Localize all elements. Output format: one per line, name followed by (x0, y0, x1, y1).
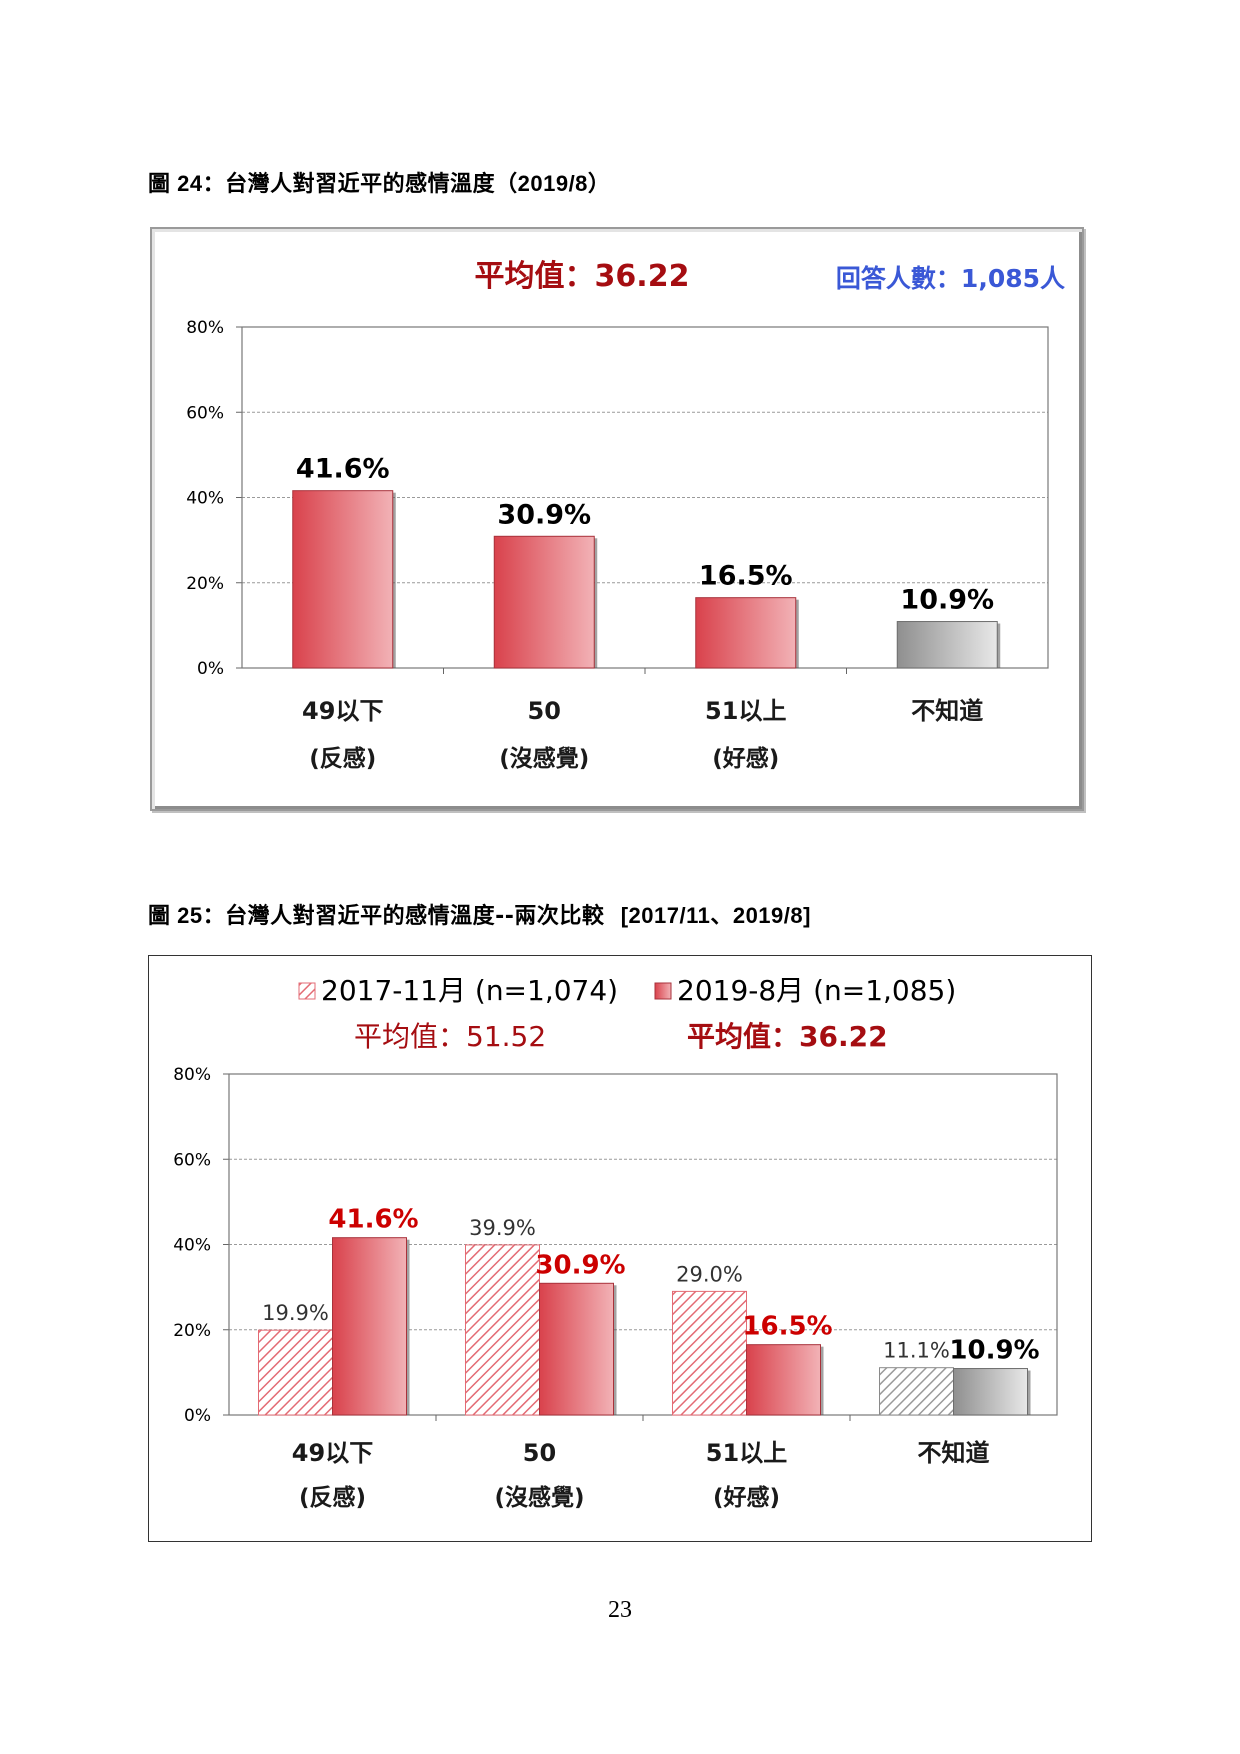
chart-24-category-label: 不知道 (911, 697, 983, 725)
chart-25-ytick-label: 0% (184, 1406, 211, 1426)
chart-24-value-label: 10.9% (900, 585, 994, 616)
chart-24-ytick-label: 20% (186, 574, 224, 594)
chart-25-value-label-2017: 11.1% (883, 1339, 950, 1363)
chart-24-ytick-label: 0% (197, 659, 224, 679)
legend-swatch-2019 (654, 982, 672, 1000)
chart-25-ytick-label: 40% (173, 1236, 211, 1256)
figure-24-title-date: 2019/8 (517, 171, 588, 196)
chart-25-bar-2019 (539, 1282, 614, 1416)
chart-25-bar-2019 (953, 1368, 1028, 1416)
chart-24-category-sublabel: (好感) (712, 745, 779, 772)
chart-24-respondents-label: 回答人數：1,085人 (836, 264, 1065, 293)
chart-25-bar-2017 (879, 1367, 954, 1416)
chart-25: 2017-11月 (n=1,074) 2019-8月 (n=1,085) 平均值：5… (148, 955, 1092, 1542)
chart-25-category-label: 不知道 (918, 1439, 990, 1467)
chart-24-ytick-label: 40% (186, 489, 224, 509)
chart-25-value-label-2017: 39.9% (469, 1216, 536, 1240)
chart-25-svg: 2017-11月 (n=1,074) 2019-8月 (n=1,085) 平均值：5… (173, 974, 1058, 1511)
chart-25-ytick-label: 60% (173, 1150, 211, 1170)
figure-24-label: 圖 24 (148, 171, 203, 196)
chart-25-category-label: 49以下 (292, 1439, 373, 1467)
chart-25-ytick-label: 80% (173, 1065, 211, 1085)
chart-24-category-label: 51以上 (705, 697, 786, 725)
chart-24-ytick-label: 60% (186, 403, 224, 423)
chart-24-bar (292, 490, 394, 669)
chart-24-category-label: 50 (528, 697, 561, 725)
chart-24: 平均值：36.22 回答人數：1,085人 0% 20% 40% 60% 80% 41.6% 3… (150, 227, 1084, 811)
chart-25-value-label-2017: 19.9% (262, 1301, 329, 1325)
chart-25-value-label-2019: 16.5% (742, 1312, 832, 1342)
legend-swatch-2017 (298, 982, 316, 1000)
figure-25-label: 圖 25 (148, 903, 203, 928)
chart-25-bar-2017 (465, 1244, 540, 1416)
chart-25-bar-2017 (258, 1329, 333, 1416)
chart-25-average-2019: 平均值：36.22 (687, 1020, 888, 1053)
chart-24-bar (896, 621, 998, 669)
chart-24-ytick-label: 80% (186, 318, 224, 338)
figure-24-title-text: 台灣人對習近平的感情溫度（ (225, 172, 518, 197)
page-number: 23 (608, 1597, 632, 1623)
chart-24-value-label: 41.6% (296, 454, 390, 485)
figure-24-title: 圖 24：台灣人對習近平的感情溫度（2019/8） (148, 171, 611, 197)
chart-24-category-sublabel: (沒感覺) (499, 745, 589, 772)
chart-24-average-label: 平均值：36.22 (475, 259, 690, 294)
figure-24-title-close: ） (587, 172, 611, 197)
chart-25-category-sublabel: (好感) (713, 1484, 780, 1511)
chart-25-value-label-2019: 10.9% (949, 1336, 1039, 1366)
legend-label-2019: 2019-8月 (n=1,085) (677, 974, 956, 1007)
chart-24-bar (695, 597, 797, 669)
chart-24-value-label: 30.9% (497, 499, 591, 530)
chart-24-category-label: 49以下 (302, 697, 383, 725)
chart-25-value-label-2019: 30.9% (535, 1250, 625, 1280)
legend-label-2017: 2017-11月 (n=1,074) (321, 974, 618, 1007)
chart-25-ytick-label: 20% (173, 1321, 211, 1341)
chart-24-svg: 平均值：36.22 回答人數：1,085人 0% 20% 40% 60% 80% 41.6% 3… (186, 259, 1065, 772)
chart-25-average-2017: 平均值：51.52 (354, 1020, 546, 1053)
chart-25-category-label: 51以上 (706, 1439, 787, 1467)
figure-25-title-dates: [2017/11、2019/8] (620, 903, 811, 928)
figure-25-title: 圖 25：台灣人對習近平的感情溫度--兩次比較 [2017/11、2019/8] (148, 903, 811, 929)
chart-25-value-label-2017: 29.0% (676, 1262, 743, 1286)
chart-25-value-label-2019: 41.6% (328, 1205, 418, 1235)
chart-25-category-sublabel: (沒感覺) (494, 1484, 584, 1511)
chart-25-bar-2019 (332, 1237, 407, 1416)
chart-24-category-sublabel: (反感) (309, 745, 376, 772)
chart-24-value-label: 16.5% (699, 561, 793, 592)
chart-24-bar (493, 535, 595, 669)
figure-25-title-text: 台灣人對習近平的感情溫度--兩次比較 (225, 904, 605, 929)
chart-25-category-label: 50 (523, 1439, 556, 1467)
chart-25-category-sublabel: (反感) (299, 1484, 366, 1511)
chart-25-bar-2017 (672, 1290, 747, 1416)
chart-25-bar-2019 (746, 1344, 821, 1416)
